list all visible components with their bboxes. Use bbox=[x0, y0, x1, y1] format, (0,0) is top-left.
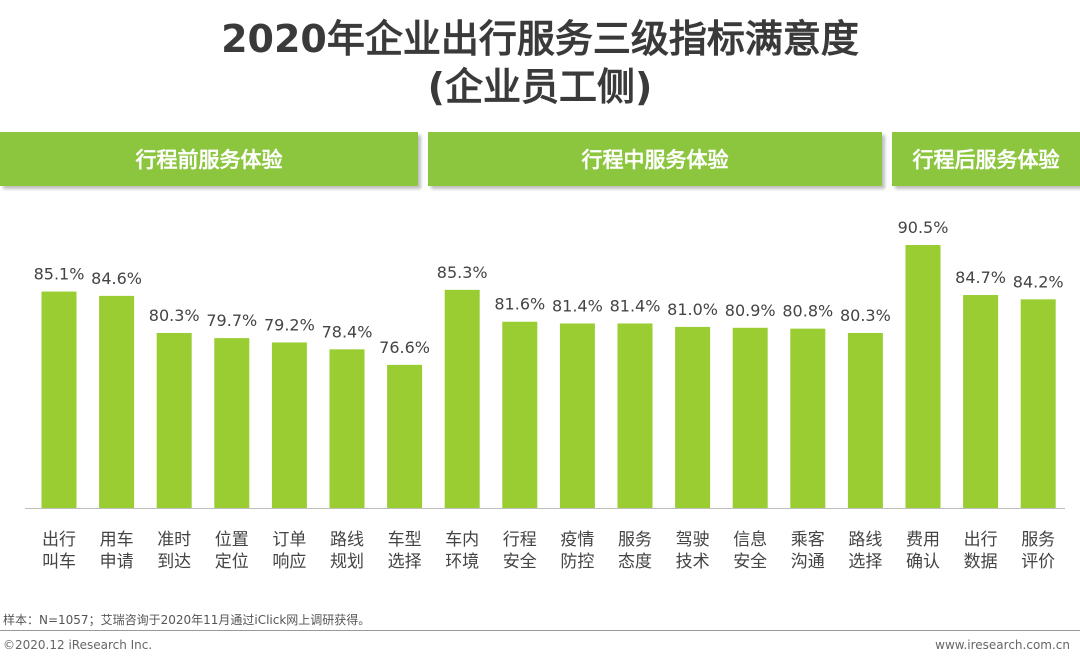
category-label-11-line-0: 驾驶 bbox=[676, 530, 710, 550]
category-label-15-line-1: 确认 bbox=[906, 552, 940, 572]
value-label-2: 80.3% bbox=[149, 306, 200, 325]
copyright-text: ©2020.12 iResearch Inc. bbox=[3, 638, 153, 652]
category-label-9-line-1: 防控 bbox=[560, 552, 594, 572]
value-label-9: 81.4% bbox=[552, 296, 603, 315]
category-label-12-line-1: 安全 bbox=[733, 552, 767, 572]
category-label-7-line-0: 车内 bbox=[445, 530, 479, 550]
category-label-0-line-0: 出行 bbox=[42, 530, 76, 550]
bar-0 bbox=[41, 291, 77, 508]
category-label-13-line-1: 沟通 bbox=[791, 552, 825, 572]
value-label-7: 85.3% bbox=[437, 263, 488, 282]
category-label-17-line-0: 服务 bbox=[1021, 530, 1055, 550]
bar-15 bbox=[905, 245, 941, 508]
value-label-14: 80.3% bbox=[840, 306, 891, 325]
category-label-13-line-0: 乘客 bbox=[791, 530, 825, 550]
source-note: 样本：N=1057；艾瑞咨询于2020年11月通过iClick网上调研获得。 bbox=[3, 613, 371, 627]
category-label-17-line-1: 评价 bbox=[1021, 552, 1055, 572]
category-label-16-line-0: 出行 bbox=[964, 530, 998, 550]
value-label-3: 79.7% bbox=[206, 311, 257, 330]
bar-2 bbox=[156, 332, 192, 508]
category-label-15-line-0: 费用 bbox=[906, 530, 940, 550]
bar-5 bbox=[329, 349, 365, 508]
category-label-0-line-1: 叫车 bbox=[42, 552, 76, 572]
category-label-14-line-1: 选择 bbox=[848, 552, 882, 572]
category-label-1-line-0: 用车 bbox=[100, 530, 134, 550]
bar-4 bbox=[271, 342, 307, 508]
category-label-4-line-1: 响应 bbox=[272, 552, 306, 572]
bar-13 bbox=[790, 328, 826, 508]
bar-14 bbox=[847, 332, 883, 508]
value-label-8: 81.6% bbox=[494, 295, 545, 314]
category-label-14-line-0: 路线 bbox=[848, 530, 882, 550]
category-label-9-line-0: 疫情 bbox=[560, 530, 594, 550]
bar-7 bbox=[444, 289, 480, 508]
category-label-10-line-0: 服务 bbox=[618, 530, 652, 550]
value-label-4: 79.2% bbox=[264, 315, 315, 334]
chart-title: 2020年企业出行服务三级指标满意度 bbox=[221, 17, 859, 61]
value-label-16: 84.7% bbox=[955, 268, 1006, 287]
category-label-2-line-0: 准时 bbox=[157, 530, 191, 550]
bar-16 bbox=[963, 295, 999, 508]
value-label-6: 76.6% bbox=[379, 338, 430, 357]
bar-12 bbox=[732, 327, 768, 508]
bar-8 bbox=[502, 321, 538, 508]
website-text: www.iresearch.com.cn bbox=[935, 638, 1070, 652]
category-label-4-line-0: 订单 bbox=[272, 530, 306, 550]
value-label-1: 84.6% bbox=[91, 269, 142, 288]
bar-3 bbox=[214, 338, 250, 508]
group-banner-in-trip: 行程中服务体验 bbox=[428, 132, 882, 186]
bar-1 bbox=[99, 295, 135, 508]
category-label-5-line-0: 路线 bbox=[330, 530, 364, 550]
category-label-3-line-1: 定位 bbox=[215, 552, 249, 572]
group-banner-pre-trip: 行程前服务体验 bbox=[0, 132, 418, 186]
category-label-3-line-0: 位置 bbox=[215, 530, 249, 550]
category-label-16-line-1: 数据 bbox=[964, 552, 998, 572]
category-label-6-line-1: 选择 bbox=[388, 552, 422, 572]
category-label-5-line-1: 规划 bbox=[330, 552, 364, 572]
value-label-13: 80.8% bbox=[782, 302, 833, 321]
category-label-11-line-1: 技术 bbox=[676, 552, 710, 572]
group-banner-post-trip: 行程后服务体验 bbox=[892, 132, 1080, 186]
value-label-0: 85.1% bbox=[34, 265, 85, 284]
footer-divider bbox=[0, 630, 1080, 631]
bar-11 bbox=[675, 326, 711, 508]
category-label-2-line-1: 到达 bbox=[157, 552, 191, 572]
chart-subtitle: (企业员工侧) bbox=[427, 65, 653, 109]
category-label-10-line-1: 态度 bbox=[618, 552, 652, 572]
category-label-12-line-0: 信息 bbox=[733, 530, 767, 550]
bar-10 bbox=[617, 323, 653, 508]
category-label-8-line-1: 安全 bbox=[503, 552, 537, 572]
category-label-1-line-1: 申请 bbox=[100, 552, 134, 572]
value-label-15: 90.5% bbox=[898, 218, 949, 237]
value-label-17: 84.2% bbox=[1013, 272, 1064, 291]
category-label-8-line-0: 行程 bbox=[503, 530, 537, 550]
category-label-7-line-1: 环境 bbox=[445, 552, 479, 572]
bar-17 bbox=[1020, 299, 1056, 508]
value-label-11: 81.0% bbox=[667, 300, 718, 319]
value-label-5: 78.4% bbox=[322, 322, 373, 341]
category-label-6-line-0: 车型 bbox=[388, 530, 422, 550]
value-label-10: 81.4% bbox=[610, 296, 661, 315]
bar-chart: 85.1%出行叫车84.6%用车申请80.3%准时到达79.7%位置定位79.2… bbox=[25, 218, 1065, 572]
bar-9 bbox=[559, 323, 595, 508]
bar-6 bbox=[387, 364, 423, 508]
value-label-12: 80.9% bbox=[725, 301, 776, 320]
